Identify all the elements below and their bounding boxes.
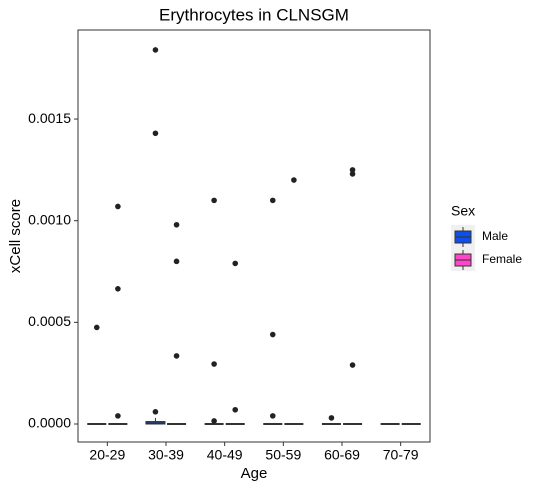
x-axis-label: Age bbox=[241, 465, 268, 482]
x-tick-label: 30-39 bbox=[148, 447, 184, 463]
outlier bbox=[328, 415, 335, 421]
outlier bbox=[211, 418, 217, 424]
outlier bbox=[173, 221, 180, 228]
outlier bbox=[152, 409, 159, 415]
outlier bbox=[349, 171, 356, 177]
x-tick-label: 40-49 bbox=[207, 447, 243, 463]
outlier bbox=[152, 47, 159, 53]
plot-panel bbox=[77, 29, 431, 443]
outlier bbox=[152, 130, 159, 137]
outlier bbox=[269, 197, 276, 204]
legend-label: Female bbox=[482, 252, 522, 266]
outlier bbox=[269, 331, 276, 338]
y-tick-label: 0.0015 bbox=[28, 110, 71, 126]
outlier bbox=[349, 362, 356, 368]
outlier bbox=[291, 177, 297, 183]
outlier bbox=[349, 167, 356, 173]
outlier bbox=[115, 286, 121, 292]
x-tick-label: 70-79 bbox=[383, 447, 419, 463]
outlier bbox=[211, 197, 217, 204]
outlier bbox=[211, 361, 217, 367]
x-tick-label: 50-59 bbox=[265, 447, 301, 463]
outlier bbox=[115, 413, 121, 419]
x-tick-label: 20-29 bbox=[89, 447, 125, 463]
outlier bbox=[173, 353, 180, 359]
y-tick-label: 0.0005 bbox=[28, 313, 71, 329]
outlier bbox=[115, 203, 121, 210]
outlier bbox=[93, 324, 100, 331]
outlier bbox=[269, 413, 276, 419]
legend-label: Male bbox=[482, 229, 508, 243]
outlier bbox=[232, 406, 239, 413]
outlier bbox=[232, 260, 239, 267]
chart-title: Erythrocytes in CLNSGM bbox=[159, 5, 349, 24]
y-tick-label: 0.0010 bbox=[28, 211, 71, 227]
y-axis-label: xCell score bbox=[7, 199, 24, 273]
outlier bbox=[173, 258, 180, 265]
x-tick-label: 60-69 bbox=[324, 447, 360, 463]
y-tick-label: 0.0000 bbox=[28, 415, 71, 431]
legend-title: Sex bbox=[451, 203, 475, 219]
